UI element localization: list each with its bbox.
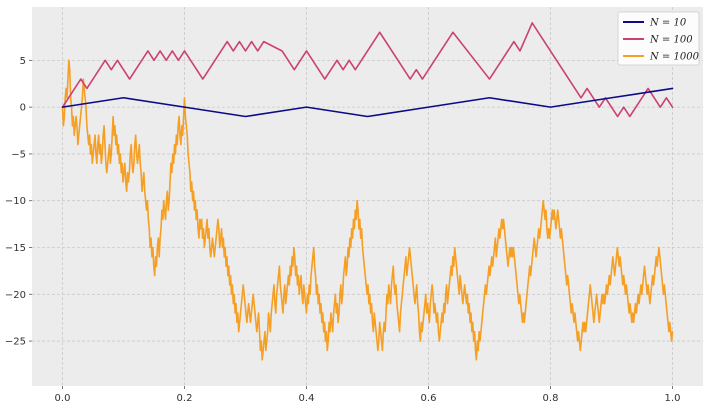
- x-tick-label: 0.8: [543, 393, 559, 404]
- plot-area: [32, 7, 703, 386]
- y-tick-label: −25: [5, 337, 26, 348]
- series-line-n-100: [61, 22, 674, 118]
- y-tick-label: −15: [5, 243, 26, 254]
- series-line-n-1000: [61, 59, 674, 361]
- grid: [32, 7, 703, 386]
- y-tick-label: −10: [5, 196, 26, 207]
- x-tick-label: 0.4: [299, 393, 315, 404]
- legend-label: N = 1000: [649, 52, 700, 63]
- legend-label: N = 100: [649, 35, 693, 46]
- legend: N = 10 N = 100 N = 1000: [617, 11, 700, 66]
- x-tick-label: 0.6: [421, 393, 437, 404]
- series-layer: [61, 22, 674, 361]
- legend-label: N = 10: [649, 18, 687, 29]
- y-tick-label: −5: [11, 149, 26, 160]
- series-line-n-10: [61, 87, 674, 118]
- x-tick-label: 1.0: [665, 393, 681, 404]
- legend-box: [617, 11, 700, 66]
- x-tick-label: 0.0: [55, 393, 71, 404]
- x-tick-label: 0.2: [177, 393, 193, 404]
- y-tick-label: 5: [20, 56, 26, 67]
- x-axis: 0.0 0.2 0.4 0.6 0.8 1.0: [55, 386, 681, 404]
- y-axis: 5 0 −5 −10 −15 −20 −25: [5, 56, 32, 348]
- y-tick-label: −20: [5, 290, 26, 301]
- y-tick-label: 0: [20, 103, 26, 114]
